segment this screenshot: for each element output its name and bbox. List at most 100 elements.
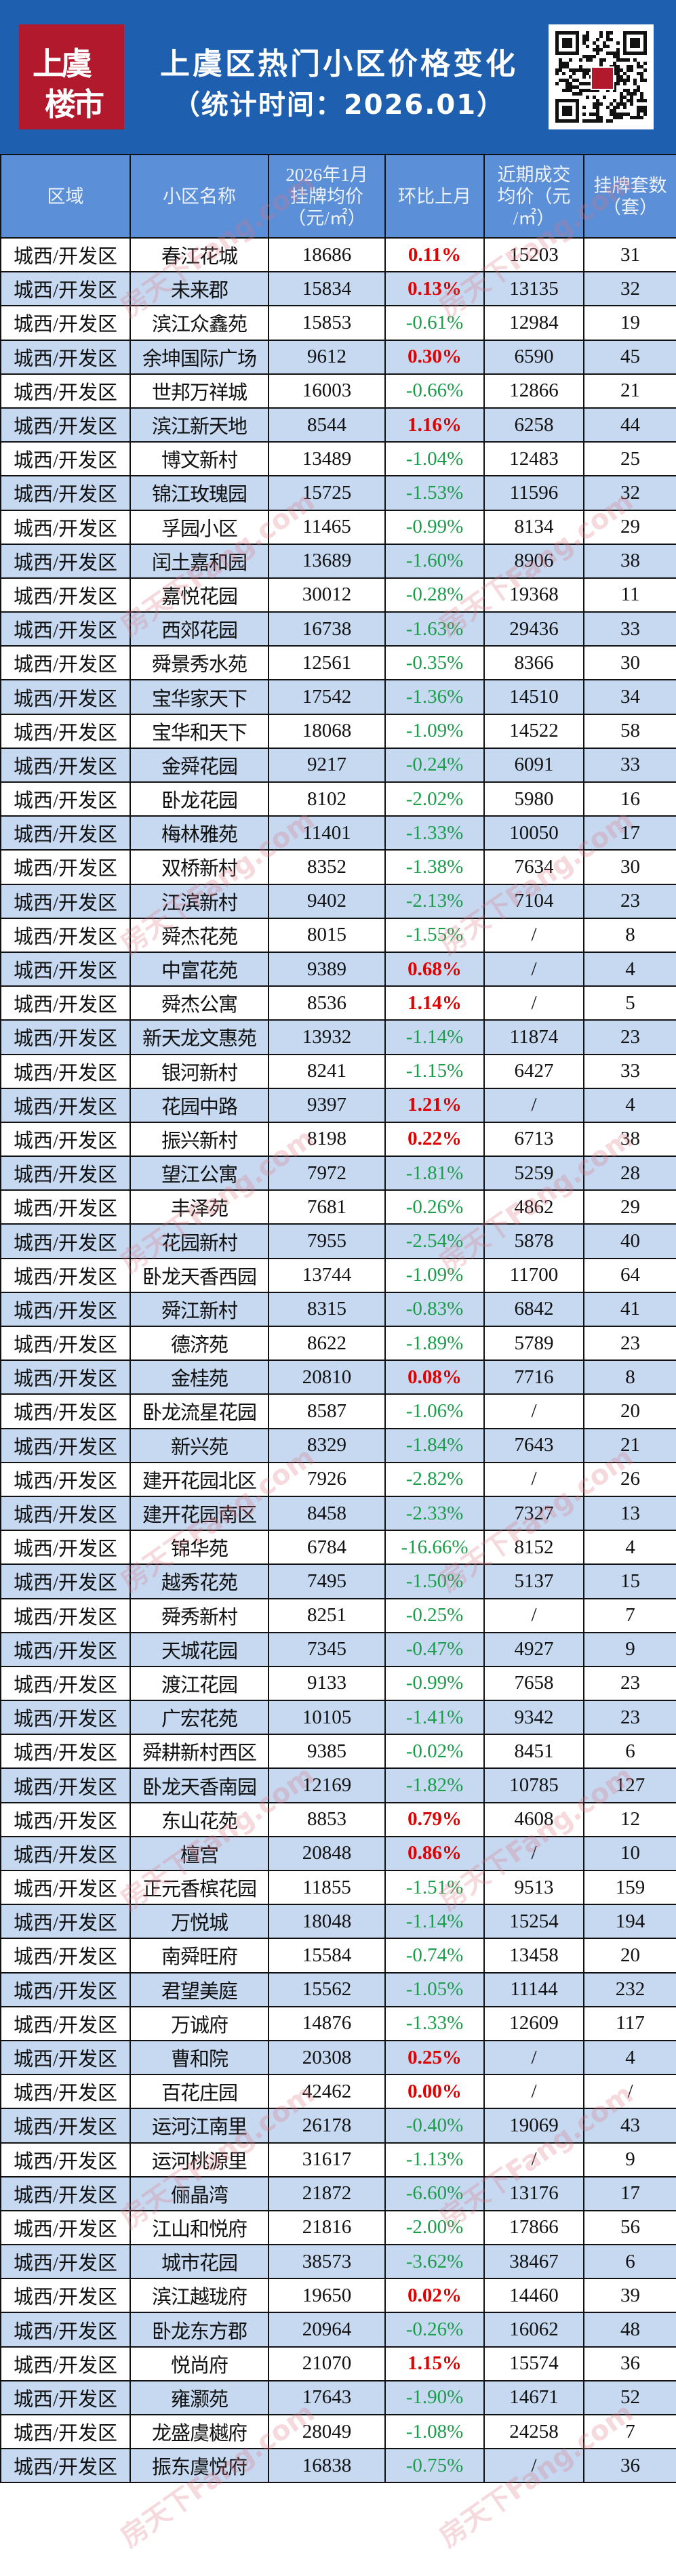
- community-name-cell: 滨江越珑府: [130, 2278, 269, 2314]
- qr-module: [569, 68, 572, 72]
- qr-module: [565, 65, 569, 68]
- listing-count-cell: 39: [583, 2278, 676, 2314]
- qr-module: [593, 106, 596, 109]
- community-name-cell: 博文新村: [130, 441, 269, 477]
- deal-price-cell: 7658: [483, 1665, 584, 1702]
- deal-price-cell: /: [483, 1597, 584, 1633]
- table-row: 城西/开发区 新天龙文惠苑 13932 -1.14% 11874 23: [0, 1019, 676, 1055]
- table-row: 城西/开发区 滨江越珑府 19650 0.02% 14460 39: [0, 2278, 676, 2314]
- table-row: 城西/开发区 双桥新村 8352 -1.38% 7634 30: [0, 849, 676, 885]
- deal-price-cell: 38467: [483, 2244, 584, 2280]
- listing-price-cell: 19650: [268, 2278, 386, 2314]
- qr-module: [637, 65, 640, 68]
- region-cell: 城西/开发区: [0, 407, 131, 443]
- qr-module: [637, 62, 640, 65]
- table-row: 城西/开发区 新兴苑 8329 -1.84% 7643 21: [0, 1427, 676, 1463]
- region-cell: 城西/开发区: [0, 305, 131, 341]
- qr-module: [596, 89, 599, 92]
- region-cell: 城西/开发区: [0, 1121, 131, 1158]
- community-name-cell: 建开花园北区: [130, 1461, 269, 1497]
- listing-price-cell: 42462: [268, 2074, 386, 2110]
- qr-module: [599, 116, 603, 119]
- mom-change-cell: 0.79%: [384, 1801, 485, 1837]
- community-name-cell: 万诚府: [130, 2005, 269, 2041]
- mom-change-cell: -1.50%: [384, 1563, 485, 1599]
- community-name-cell: 运河桃源里: [130, 2142, 269, 2178]
- qr-module: [593, 113, 596, 116]
- qr-module: [579, 65, 582, 68]
- listing-price-cell: 20964: [268, 2312, 386, 2348]
- mom-change-cell: -1.06%: [384, 1393, 485, 1429]
- community-name-cell: 渡江花园: [130, 1665, 269, 1702]
- table-row: 城西/开发区 万诚府 14876 -1.33% 12609 117: [0, 2005, 676, 2041]
- community-name-cell: 万悦城: [130, 1904, 269, 1940]
- table-row: 城西/开发区 天城花园 7345 -0.47% 4927 9: [0, 1631, 676, 1667]
- deal-price-cell: 4862: [483, 1189, 584, 1225]
- mom-change-cell: 1.16%: [384, 407, 485, 443]
- qr-module: [586, 119, 589, 123]
- region-cell: 城西/开发区: [0, 917, 131, 953]
- listing-count-cell: 8: [583, 1359, 676, 1395]
- mom-change-cell: -1.08%: [384, 2413, 485, 2450]
- community-name-cell: 新兴苑: [130, 1427, 269, 1463]
- region-cell: 城西/开发区: [0, 1767, 131, 1803]
- deal-price-cell: 13135: [483, 271, 584, 307]
- region-cell: 城西/开发区: [0, 2278, 131, 2314]
- deal-price-cell: 15203: [483, 237, 584, 273]
- qr-code-icon: [549, 24, 654, 129]
- region-cell: 城西/开发区: [0, 1801, 131, 1837]
- listing-count-cell: 21: [583, 373, 676, 409]
- region-cell: 城西/开发区: [0, 2209, 131, 2246]
- community-name-cell: 悦尚府: [130, 2346, 269, 2381]
- qr-module: [633, 58, 637, 62]
- table-row: 城西/开发区 正元香槟花园 11855 -1.51% 9513 159: [0, 1869, 676, 1906]
- qr-module: [565, 62, 569, 65]
- qr-module: [559, 79, 562, 82]
- qr-module: [623, 102, 627, 106]
- qr-module: [599, 119, 603, 123]
- community-name-cell: 舜秀新村: [130, 1597, 269, 1633]
- qr-module: [586, 72, 589, 75]
- mom-change-cell: 0.68%: [384, 951, 485, 987]
- listing-count-cell: 9: [583, 1631, 676, 1667]
- qr-module: [620, 102, 623, 106]
- qr-module: [616, 106, 620, 109]
- table-row: 城西/开发区 舜耕新村西区 9385 -0.02% 8451 6: [0, 1734, 676, 1770]
- deal-price-cell: 17866: [483, 2209, 584, 2246]
- qr-module: [627, 65, 630, 68]
- listing-count-cell: 8: [583, 917, 676, 953]
- table-row: 城西/开发区 望江公寓 7972 -1.81% 5259 28: [0, 1156, 676, 1191]
- qr-module: [596, 109, 599, 113]
- qr-module: [582, 82, 586, 85]
- community-name-cell: 檀宫: [130, 1835, 269, 1872]
- mom-change-cell: -0.35%: [384, 645, 485, 681]
- mom-change-cell: -1.89%: [384, 1325, 485, 1362]
- community-name-cell: 俪晶湾: [130, 2175, 269, 2211]
- community-name-cell: 君望美庭: [130, 1971, 269, 2007]
- listing-price-cell: 20308: [268, 2039, 386, 2076]
- mom-change-cell: 0.02%: [384, 2278, 485, 2314]
- listing-count-cell: 36: [583, 2346, 676, 2381]
- qr-module: [620, 116, 623, 119]
- community-name-cell: 城市花园: [130, 2244, 269, 2280]
- community-name-cell: 龙盛虞樾府: [130, 2413, 269, 2450]
- qr-module: [559, 62, 562, 65]
- mom-change-cell: -1.09%: [384, 1257, 485, 1293]
- community-name-cell: 振兴新村: [130, 1121, 269, 1158]
- qr-module: [613, 68, 616, 72]
- listing-count-cell: 21: [583, 1427, 676, 1463]
- listing-price-cell: 15834: [268, 271, 386, 307]
- community-name-cell: 双桥新村: [130, 849, 269, 885]
- listing-price-cell: 17542: [268, 679, 386, 715]
- mom-change-cell: -1.04%: [384, 441, 485, 477]
- listing-count-cell: 6: [583, 2244, 676, 2280]
- deal-price-cell: 6590: [483, 339, 584, 375]
- qr-module: [606, 31, 610, 35]
- listing-price-cell: 9217: [268, 747, 386, 783]
- table-row: 城西/开发区 建开花园北区 7926 -2.82%/26: [0, 1461, 676, 1497]
- table-row: 城西/开发区 广宏花苑 10105 -1.41% 9342 23: [0, 1700, 676, 1736]
- qr-module: [593, 102, 596, 106]
- listing-price-cell: 20848: [268, 1835, 386, 1872]
- qr-module: [643, 99, 647, 102]
- listing-count-cell: 38: [583, 543, 676, 579]
